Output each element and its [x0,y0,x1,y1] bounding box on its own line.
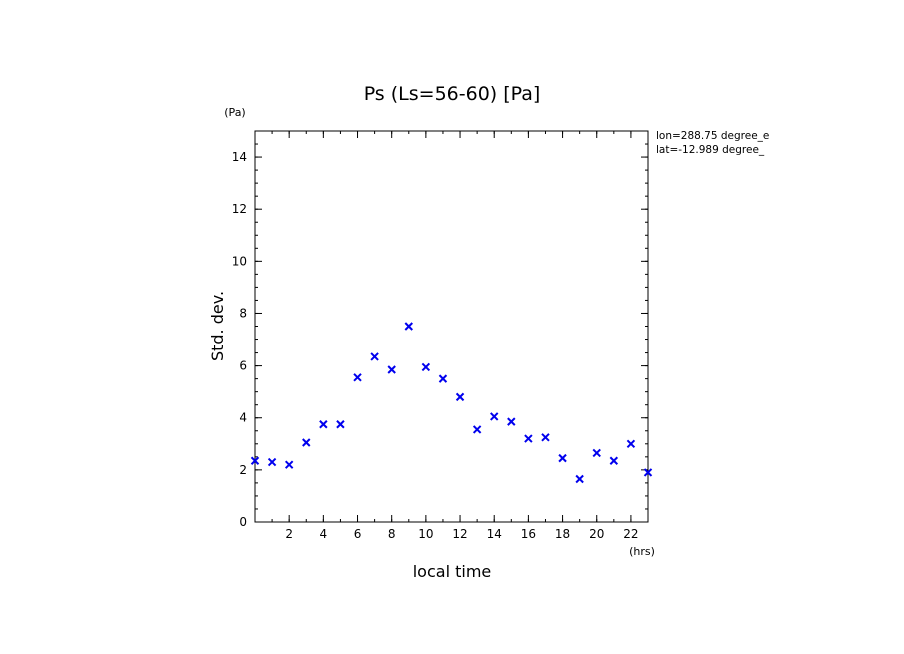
data-point [455,392,465,402]
x-tick-label: 10 [418,527,433,541]
data-point [319,420,328,429]
lon-annotation: lon=288.75 degree_e [656,130,769,142]
data-point [387,365,396,374]
data-point [336,420,345,429]
y-tick-label: 8 [239,306,247,320]
data-point [609,456,619,465]
data-point [626,439,636,449]
y-tick-label: 0 [239,515,247,529]
data-point [575,474,584,484]
y-tick-label: 6 [239,359,247,373]
data-point [643,468,653,477]
data-point [370,352,379,361]
plot-frame [254,130,649,523]
data-point [507,417,516,426]
axis-ticks: 2 4 6 8 10 12 14 16 18 20 22 0 2 4 6 8 10 12 14 [232,131,648,541]
x-tick-label: 20 [589,527,604,541]
data-point [541,433,550,442]
y-axis-label: Std. dev. [208,291,227,361]
data-point [438,374,448,383]
x-axis-label: local time [413,562,492,581]
y-tick-label: 4 [239,411,247,425]
chart-title: Ps (Ls=56-60) [Pa] [364,83,541,105]
lat-annotation: lat=-12.989 degree_ [656,144,765,156]
x-tick-label: 18 [555,527,570,541]
data-point [267,457,277,467]
data-point [490,412,499,421]
y-tick-label: 12 [232,202,247,216]
x-tick-label: 16 [521,527,536,541]
x-tick-label: 2 [285,527,293,541]
data-point [558,453,567,463]
x-tick-label: 22 [623,527,638,541]
data-point [284,460,294,469]
x-unit-label: (hrs) [629,545,655,558]
x-tick-label: 4 [320,527,328,541]
y-tick-label: 10 [232,254,247,268]
data-point [302,438,311,447]
data-point [353,373,362,382]
data-point [472,425,482,434]
data-points [250,322,653,484]
data-point [421,362,431,372]
x-tick-label: 6 [354,527,362,541]
x-tick-label: 8 [388,527,396,541]
data-point [404,322,413,331]
y-tick-label: 2 [239,463,247,477]
x-tick-label: 14 [487,527,502,541]
data-point [524,434,533,443]
y-tick-label: 14 [232,150,247,164]
y-unit-label: (Pa) [224,106,245,119]
x-tick-label: 12 [452,527,467,541]
data-point [592,448,601,458]
data-point [250,456,260,465]
